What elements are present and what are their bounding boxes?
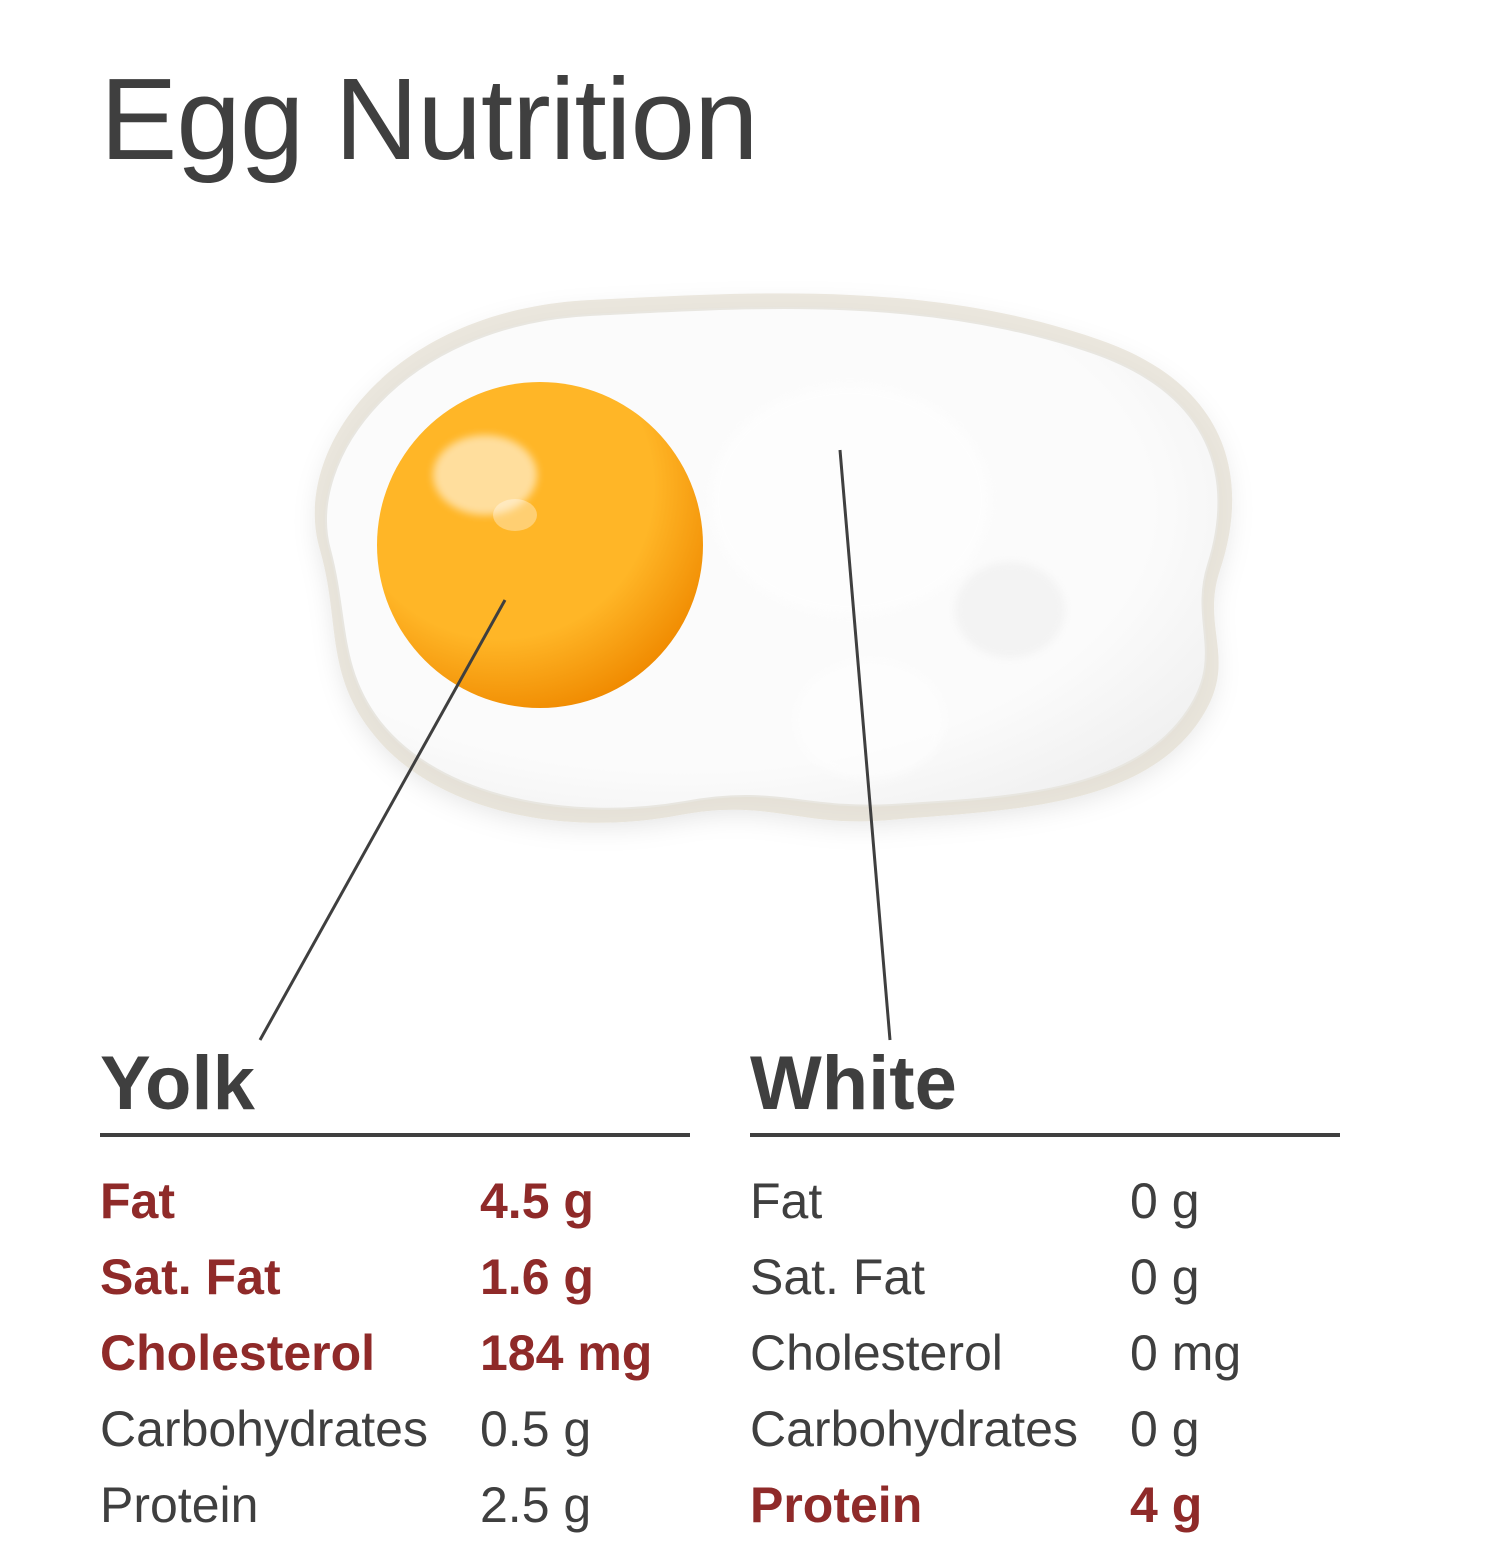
nutrition-label: Carbohydrates	[100, 1391, 480, 1467]
white-nutrition-table: White Fat0 gSat. Fat0 gCholesterol0 mgCa…	[750, 1040, 1340, 1543]
nutrition-row: Fat0 g	[750, 1163, 1340, 1239]
nutrition-value: 4.5 g	[480, 1163, 690, 1239]
nutrition-value: 1.6 g	[480, 1239, 690, 1315]
nutrition-value: 0 g	[1130, 1239, 1340, 1315]
nutrition-value: 4 g	[1130, 1467, 1340, 1543]
nutrition-row: Sat. Fat1.6 g	[100, 1239, 690, 1315]
white-rule	[750, 1133, 1340, 1137]
nutrition-row: Protein2.5 g	[100, 1467, 690, 1543]
nutrition-value: 0 g	[1130, 1163, 1340, 1239]
white-heading: White	[750, 1040, 1340, 1127]
yolk-rule	[100, 1133, 690, 1137]
nutrition-row: Carbohydrates0.5 g	[100, 1391, 690, 1467]
nutrition-value: 0.5 g	[480, 1391, 690, 1467]
nutrition-label: Protein	[100, 1467, 480, 1543]
yolk-nutrition-table: Yolk Fat4.5 gSat. Fat1.6 gCholesterol184…	[100, 1040, 690, 1543]
nutrition-label: Carbohydrates	[750, 1391, 1130, 1467]
nutrition-value: 0 mg	[1130, 1315, 1340, 1391]
nutrition-row: Fat4.5 g	[100, 1163, 690, 1239]
nutrition-value: 184 mg	[480, 1315, 690, 1391]
yolk-rows: Fat4.5 gSat. Fat1.6 gCholesterol184 mgCa…	[100, 1163, 690, 1543]
nutrition-row: Protein4 g	[750, 1467, 1340, 1543]
nutrition-row: Cholesterol184 mg	[100, 1315, 690, 1391]
nutrition-value: 2.5 g	[480, 1467, 690, 1543]
white-rows: Fat0 gSat. Fat0 gCholesterol0 mgCarbohyd…	[750, 1163, 1340, 1543]
nutrition-row: Carbohydrates0 g	[750, 1391, 1340, 1467]
nutrition-label: Sat. Fat	[750, 1239, 1130, 1315]
nutrition-label: Sat. Fat	[100, 1239, 480, 1315]
nutrition-label: Fat	[750, 1163, 1130, 1239]
nutrition-row: Cholesterol0 mg	[750, 1315, 1340, 1391]
nutrition-label: Cholesterol	[100, 1315, 480, 1391]
nutrition-label: Protein	[750, 1467, 1130, 1543]
nutrition-row: Sat. Fat0 g	[750, 1239, 1340, 1315]
nutrition-label: Cholesterol	[750, 1315, 1130, 1391]
yolk-heading: Yolk	[100, 1040, 690, 1127]
nutrition-label: Fat	[100, 1163, 480, 1239]
nutrition-value: 0 g	[1130, 1391, 1340, 1467]
